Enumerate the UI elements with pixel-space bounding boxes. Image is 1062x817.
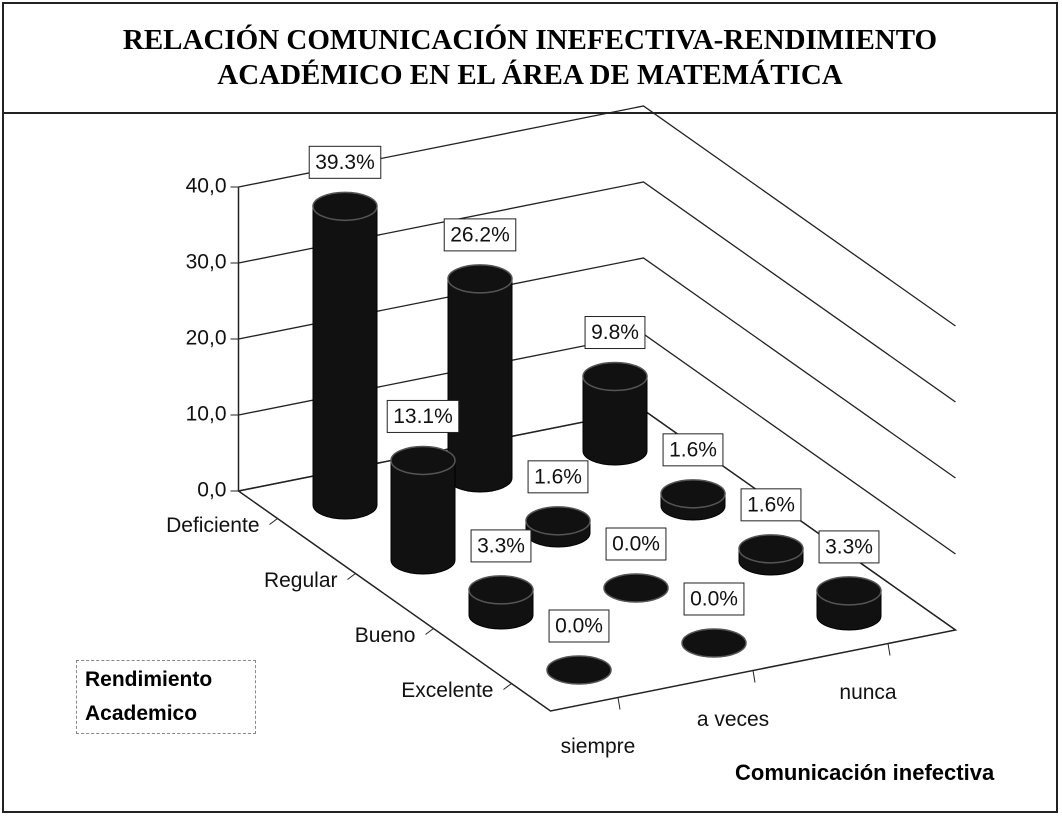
category-tick [425, 628, 434, 635]
data-label: 3.3% [477, 534, 525, 557]
category-tick [269, 518, 278, 525]
data-label: 1.6% [747, 493, 795, 516]
bar [447, 278, 513, 493]
category-label: Deficiente [166, 514, 259, 537]
y-tick-label: 10,0 [186, 403, 227, 426]
series-label: nunca [839, 681, 897, 704]
bar [312, 205, 378, 520]
bar [390, 459, 456, 575]
category-label: Regular [264, 569, 338, 592]
data-label: 9.8% [591, 321, 639, 344]
data-label-box [818, 530, 880, 564]
data-label-box [308, 145, 382, 179]
data-label-box [662, 433, 724, 467]
bar-top [738, 534, 804, 564]
category-axis-label: Rendimiento Academico [76, 660, 256, 734]
series-tick [752, 670, 756, 683]
bar-top [582, 361, 648, 392]
data-label: 3.3% [825, 535, 873, 558]
data-label-box [584, 316, 646, 350]
bar-top [390, 445, 456, 476]
data-label: 0.0% [690, 588, 738, 611]
data-label: 13.1% [393, 405, 453, 428]
bar-top [660, 479, 726, 509]
category-label: Excelente [401, 679, 493, 702]
data-label: 26.2% [450, 223, 510, 246]
data-label-box [443, 218, 517, 252]
bar-top [603, 573, 669, 603]
series-axis-label: Comunicación inefectiva [735, 760, 995, 785]
bar-top [312, 191, 378, 222]
y-tick-label: 30,0 [186, 251, 227, 274]
data-label-box [386, 399, 460, 433]
series-label: a veces [697, 708, 769, 731]
data-label-box [683, 582, 745, 616]
data-label-box [548, 609, 610, 643]
bar-top [816, 576, 882, 606]
category-tick [347, 573, 356, 580]
bar-top [546, 655, 612, 685]
data-label-box [470, 529, 532, 563]
data-label-box [527, 460, 589, 494]
bar-top [681, 628, 747, 658]
category-label: Bueno [355, 624, 416, 647]
bar [582, 376, 648, 466]
series-tick [617, 697, 621, 710]
series-tick [887, 643, 891, 656]
y-tick-label: 0,0 [197, 479, 226, 502]
data-label: 0.0% [555, 615, 603, 638]
y-tick-label: 40,0 [186, 175, 227, 198]
data-label-box [740, 488, 802, 522]
category-tick [503, 683, 512, 690]
series-label: siempre [561, 735, 636, 758]
bar-top [525, 506, 591, 536]
y-tick-label: 20,0 [186, 327, 227, 350]
data-label: 0.0% [612, 533, 660, 556]
data-label: 1.6% [534, 465, 582, 488]
data-label: 1.6% [669, 438, 717, 461]
chart-title: RELACIÓN COMUNICACIÓN INEFECTIVA-RENDIMI… [2, 2, 1058, 114]
data-label: 39.3% [315, 151, 375, 174]
bar-top [468, 575, 534, 605]
data-label-box [605, 527, 667, 561]
bar-top [447, 264, 513, 294]
